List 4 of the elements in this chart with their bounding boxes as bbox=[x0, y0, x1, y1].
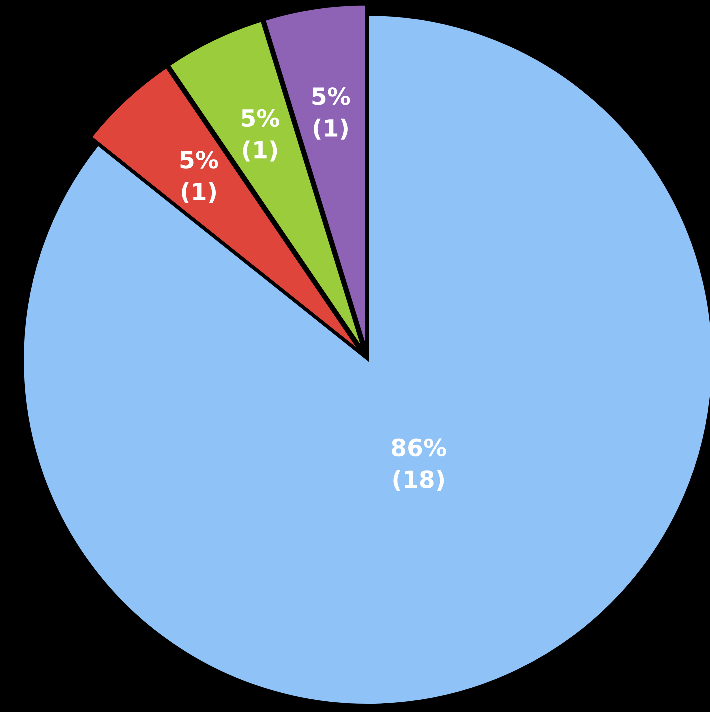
data-label: 86% (18) bbox=[392, 438, 446, 492]
data-label: 5% (1) bbox=[312, 87, 350, 140]
data-label: 5% (1) bbox=[180, 150, 218, 204]
data-label: 5% (1) bbox=[242, 109, 280, 162]
